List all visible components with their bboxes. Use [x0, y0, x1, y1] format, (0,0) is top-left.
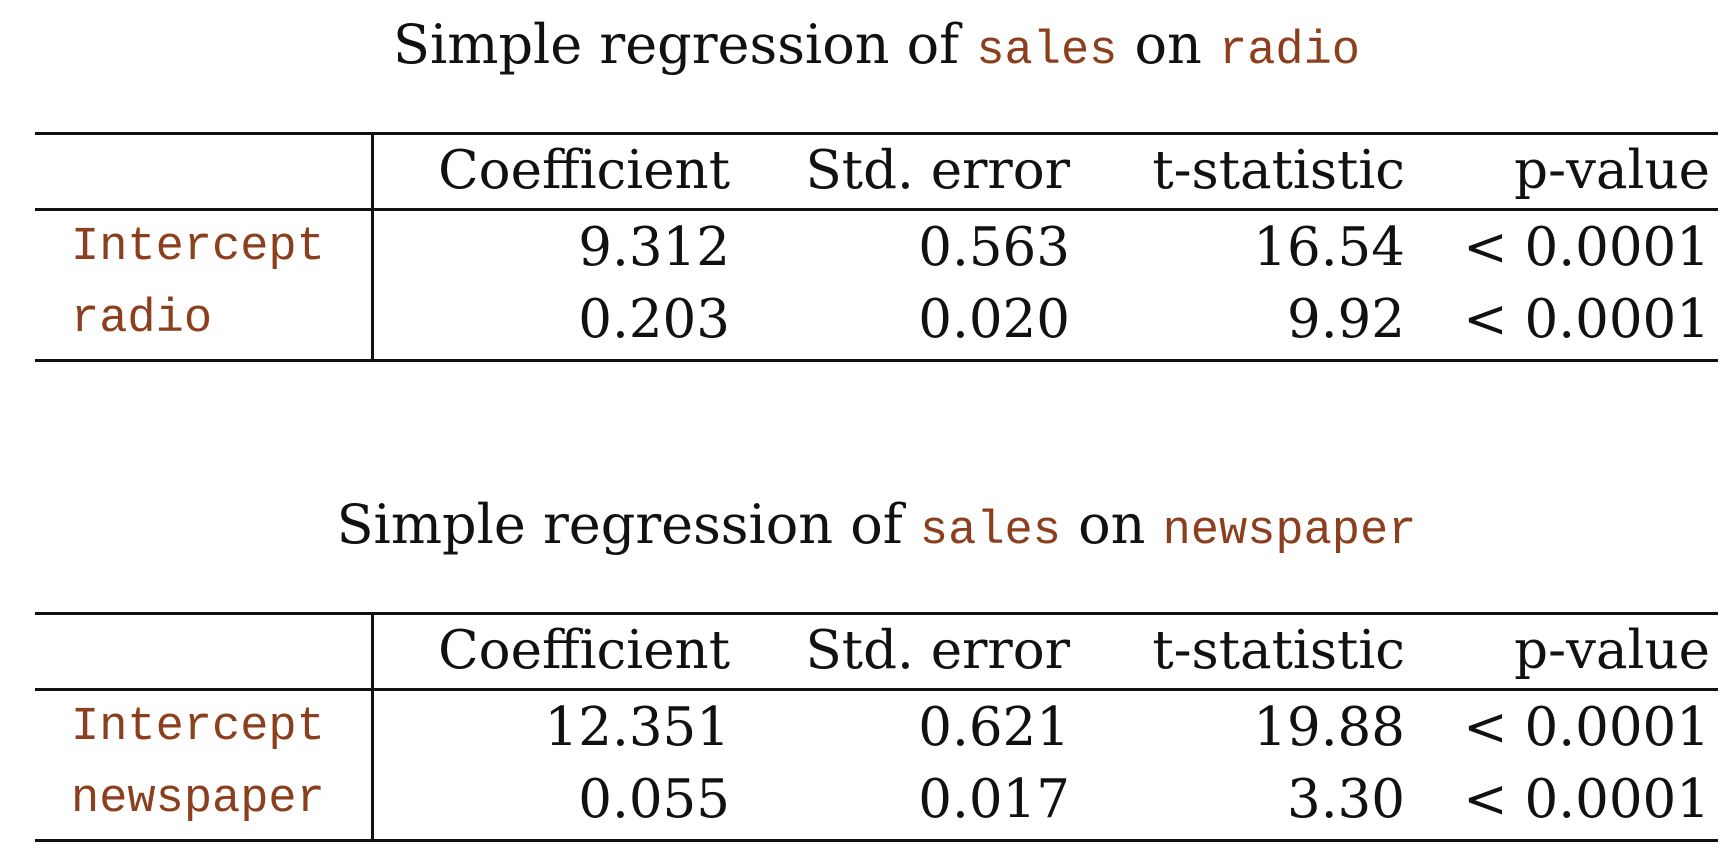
- caption-response: sales: [919, 505, 1061, 558]
- cell-coefficient: 0.055: [578, 769, 730, 830]
- cell-p-value: < 0.0001: [1463, 697, 1710, 758]
- header-coefficient: Coefficient: [438, 140, 730, 201]
- header-coefficient: Coefficient: [438, 620, 730, 681]
- cell-coefficient: 12.351: [544, 697, 730, 758]
- header-std-error: Std. error: [805, 620, 1070, 681]
- row-label: newspaper: [71, 773, 325, 826]
- cell-t-statistic: 16.54: [1253, 217, 1405, 278]
- cell-p-value: < 0.0001: [1463, 217, 1710, 278]
- header-p-value: p-value: [1514, 140, 1710, 201]
- row-label: Intercept: [71, 701, 325, 754]
- caption-middle: on: [1117, 13, 1219, 76]
- row-label: Intercept: [71, 221, 325, 274]
- table-header-rule: [35, 208, 1718, 211]
- table-header-rule: [35, 688, 1718, 691]
- caption-response: sales: [976, 25, 1118, 78]
- cell-t-statistic: 3.30: [1286, 769, 1405, 830]
- caption-predictor: radio: [1218, 25, 1361, 78]
- cell-p-value: < 0.0001: [1463, 289, 1710, 350]
- cell-p-value: < 0.0001: [1463, 769, 1710, 830]
- cell-std-error: 0.017: [918, 769, 1070, 830]
- table-vertical-rule: [371, 132, 374, 362]
- table-caption: Simple regression of sales on radio: [35, 10, 1718, 87]
- header-t-statistic: t-statistic: [1152, 140, 1405, 201]
- table-vertical-rule: [371, 612, 374, 842]
- header-t-statistic: t-statistic: [1152, 620, 1405, 681]
- table-top-rule: [35, 612, 1718, 615]
- cell-std-error: 0.621: [918, 697, 1070, 758]
- cell-std-error: 0.563: [918, 217, 1070, 278]
- cell-t-statistic: 9.92: [1286, 289, 1405, 350]
- header-std-error: Std. error: [805, 140, 1070, 201]
- cell-coefficient: 0.203: [578, 289, 730, 350]
- table-caption: Simple regression of sales on newspaper: [35, 490, 1718, 567]
- table-bottom-rule: [35, 839, 1718, 842]
- cell-coefficient: 9.312: [578, 217, 730, 278]
- coefficient-table: Coefficient Std. error t-statistic p-val…: [35, 612, 1718, 842]
- table-bottom-rule: [35, 359, 1718, 362]
- table-top-rule: [35, 132, 1718, 135]
- caption-predictor: newspaper: [1162, 505, 1417, 558]
- caption-middle: on: [1060, 493, 1163, 556]
- caption-prefix: Simple regression of: [336, 493, 920, 556]
- coefficient-table: Coefficient Std. error t-statistic p-val…: [35, 132, 1718, 362]
- cell-t-statistic: 19.88: [1253, 697, 1405, 758]
- header-p-value: p-value: [1514, 620, 1710, 681]
- cell-std-error: 0.020: [918, 289, 1070, 350]
- row-label: radio: [71, 293, 213, 346]
- caption-prefix: Simple regression of: [392, 13, 977, 76]
